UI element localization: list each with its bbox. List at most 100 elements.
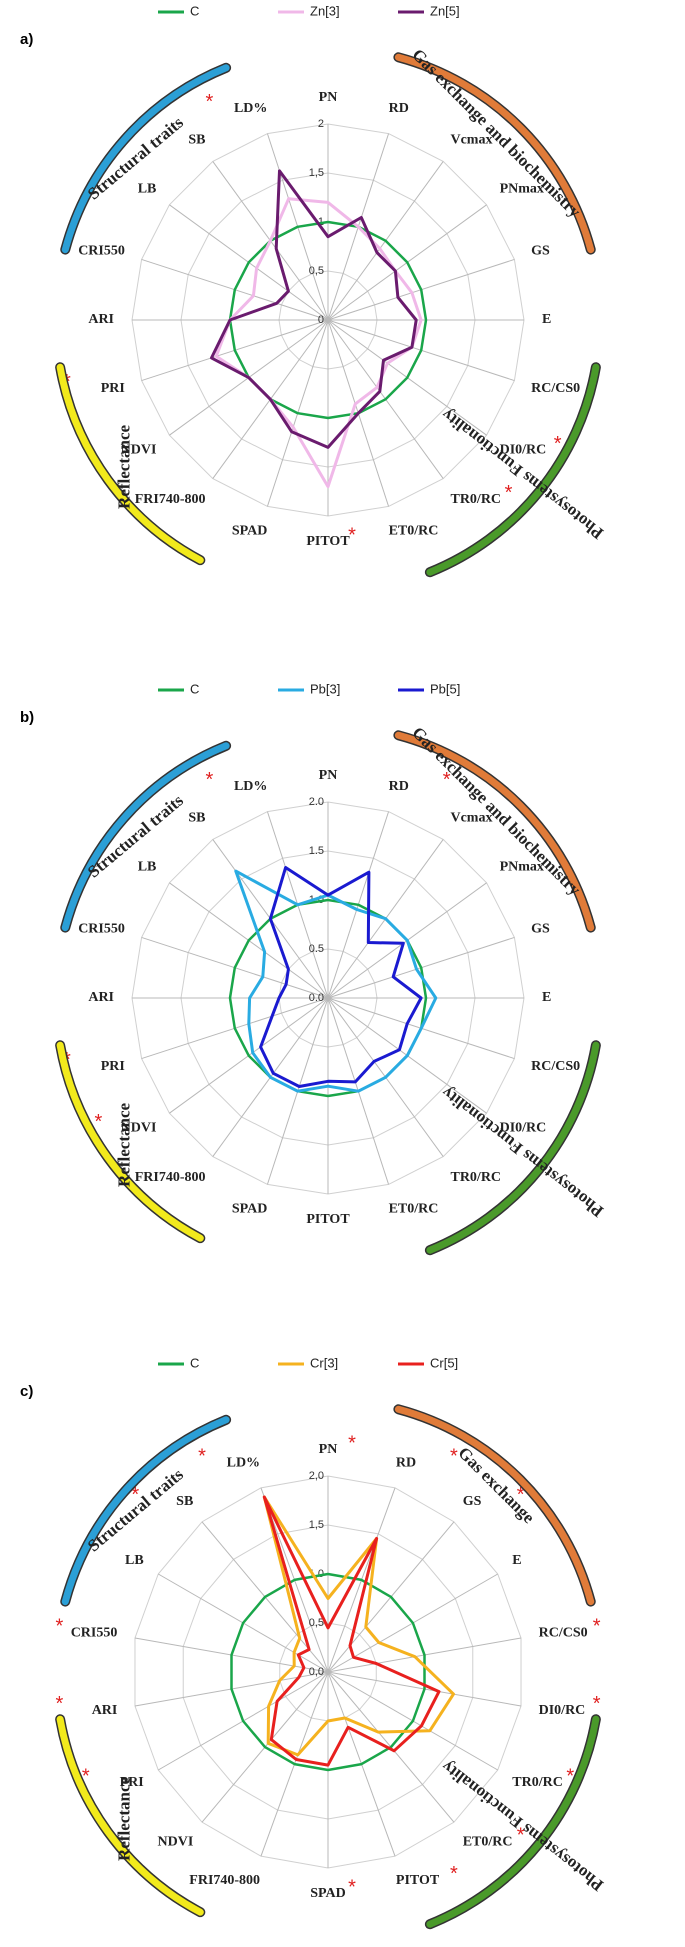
group-label: Reflectance (115, 424, 134, 508)
category-label: PITOT (306, 534, 350, 549)
category-label: SB (176, 1494, 193, 1509)
tick-label: 2,0 (309, 1470, 324, 1482)
category-label: E (542, 312, 551, 327)
series-line (228, 898, 428, 1098)
tick-label: 2.0 (309, 796, 324, 808)
category-label: RD (389, 779, 409, 794)
legend-label: C (190, 3, 199, 18)
tick-label: 0,0 (309, 1666, 324, 1678)
category-label: PN (319, 90, 338, 105)
significance-star: * (517, 1824, 525, 1846)
category-label: ARI (88, 990, 114, 1005)
category-label: ARI (92, 1703, 118, 1718)
tick-label: 0.0 (309, 992, 324, 1004)
chart-panel: 0,00,51,01,52,0PN *RD *GS *E *RC/CS0 *DI0/RC *… (20, 1355, 607, 1930)
category-label: ET0/RC (389, 523, 439, 538)
category-label: RD (389, 101, 409, 116)
panel-label: a) (20, 31, 33, 48)
category-label: SB (188, 811, 205, 826)
significance-star: * (348, 1876, 356, 1898)
significance-star: * (198, 1446, 206, 1468)
significance-star: * (348, 1432, 356, 1454)
significance-star: * (205, 769, 213, 791)
category-label: CRI550 (78, 922, 125, 937)
tick-label: 0,5 (309, 265, 324, 277)
legend-label: Zn[3] (310, 3, 340, 18)
legend-label: Cr[5] (430, 1355, 458, 1370)
significance-star: * (55, 1616, 63, 1638)
category-label: DI0/RC (500, 443, 547, 458)
category-label: DI0/RC (539, 1703, 586, 1718)
category-label: GS (463, 1494, 482, 1509)
category-label: RD (396, 1456, 416, 1471)
category-label: NDVI (121, 443, 157, 458)
series-line (262, 1495, 455, 1757)
category-label: Vcmax (450, 133, 492, 148)
group-label: Reflectance (115, 1102, 134, 1186)
category-label: ET0/RC (389, 1201, 439, 1216)
significance-star: * (517, 1484, 525, 1506)
significance-star: * (205, 91, 213, 113)
significance-star: * (554, 433, 562, 455)
category-label: FRI740-800 (135, 1170, 206, 1185)
category-label: PNmax (500, 182, 544, 197)
significance-star: * (443, 769, 451, 791)
legend-label: Pb[3] (310, 681, 340, 696)
legend-label: C (190, 681, 199, 696)
category-label: SB (188, 133, 205, 148)
significance-star: * (450, 1863, 458, 1885)
group-label: Gas exchange and biochemistry (408, 45, 584, 221)
category-label: TR0/RC (450, 1170, 501, 1185)
category-label: CRI550 (78, 244, 125, 259)
category-label: SPAD (232, 523, 268, 538)
legend-label: Zn[5] (430, 3, 460, 18)
category-label: PITOT (306, 1212, 350, 1227)
category-label: RC/CS0 (531, 1059, 580, 1074)
category-label: CRI550 (71, 1626, 118, 1641)
group-arc (393, 1404, 596, 1607)
tick-label: 1.5 (309, 845, 324, 857)
series-line (230, 1572, 426, 1772)
category-label: TR0/RC (450, 492, 501, 507)
category-label: PRI (120, 1775, 144, 1790)
series-line (214, 197, 423, 489)
category-label: GS (531, 922, 550, 937)
category-label: PNmax (500, 860, 544, 875)
category-label: ET0/RC (463, 1834, 513, 1849)
group-arc (426, 363, 600, 576)
tick-label: 0 (318, 314, 324, 326)
category-label: LB (138, 182, 157, 197)
tick-label: 2 (318, 118, 324, 130)
series-line (262, 1495, 441, 1767)
significance-star: * (593, 1693, 601, 1715)
tick-label: 0,5 (309, 1617, 324, 1629)
category-label: PRI (101, 1059, 125, 1074)
category-label: PITOT (396, 1873, 440, 1888)
category-label: LB (138, 860, 157, 875)
group-arc (56, 1041, 204, 1242)
tick-label: 0.5 (309, 943, 324, 955)
category-label: LD% (234, 101, 267, 116)
significance-star: * (131, 1484, 139, 1506)
significance-star: * (593, 1616, 601, 1638)
category-label: FRI740-800 (189, 1873, 260, 1888)
category-label: DI0/RC (500, 1121, 547, 1136)
group-arc (394, 731, 595, 932)
group-arc (61, 742, 230, 932)
series-line (228, 220, 428, 420)
significance-star: * (566, 1765, 574, 1787)
series-line (234, 869, 438, 1093)
legend-label: C (190, 1355, 199, 1370)
category-label: E (542, 990, 551, 1005)
category-label: LB (125, 1553, 144, 1568)
category-label: NDVI (121, 1121, 157, 1136)
category-label: GS (531, 244, 550, 259)
category-label: PN (319, 1442, 338, 1457)
category-label: RC/CS0 (531, 381, 580, 396)
significance-star: * (450, 1446, 458, 1468)
significance-star: * (94, 1111, 102, 1133)
tick-label: 1,5 (309, 167, 324, 179)
